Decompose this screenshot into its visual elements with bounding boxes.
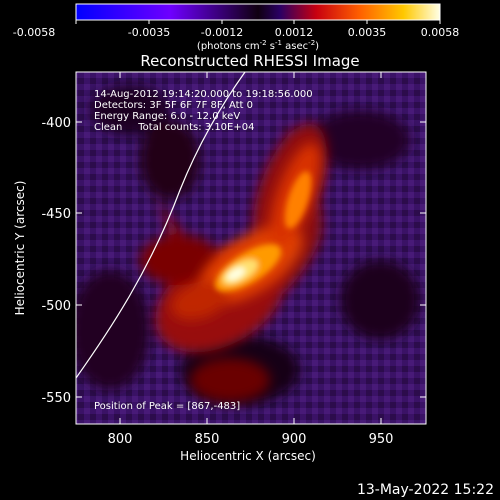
- y-tick-label: -500: [41, 299, 71, 314]
- info-energy-range: Energy Range: 6.0 - 12.0 keV: [94, 111, 240, 122]
- colorbar-tick-label: -0.0035: [128, 26, 170, 39]
- y-tick-label: -550: [41, 391, 71, 406]
- colorbar: -0.0058 -0.0035 -0.0012 0.0012 0.0035 0.…: [13, 3, 460, 52]
- y-tick-label: -400: [41, 116, 71, 131]
- colorbar-tick-label: 0.0058: [421, 26, 460, 39]
- info-time-range: 14-Aug-2012 19:14:20.000 to 19:18:56.000: [94, 89, 313, 100]
- footer-timestamp: 13-May-2022 15:22: [356, 482, 494, 498]
- x-tick-label: 900: [282, 432, 307, 447]
- x-tick-label: 850: [195, 432, 220, 447]
- plot-frame: [75, 71, 427, 425]
- image-map: [76, 72, 426, 424]
- solar-limb-line: [76, 72, 246, 379]
- x-tick-label: 800: [108, 432, 133, 447]
- colorbar-tick-label: 0.0035: [348, 26, 387, 39]
- y-axis-label: Heliocentric Y (arcsec): [13, 181, 27, 316]
- plot-title: Reconstructed RHESSI Image: [140, 52, 360, 70]
- colorbar-tick-label: 0.0012: [275, 26, 314, 39]
- colorbar-tick-label: -0.0058: [13, 26, 55, 39]
- colorbar-unit-label: (photons cm-2 s-1 asec-2): [197, 39, 319, 52]
- colorbar-gradient: [75, 3, 441, 21]
- y-tick-label: -450: [41, 207, 71, 222]
- info-clean-counts: Clean Total counts: 3.10E+04: [94, 122, 254, 133]
- x-axis-label: Heliocentric X (arcsec): [180, 449, 316, 463]
- peak-position-label: Position of Peak = [867,-483]: [94, 401, 240, 412]
- info-detectors: Detectors: 3F 5F 6F 7F 8F, Att 0: [94, 100, 253, 111]
- x-tick-label: 950: [369, 432, 394, 447]
- colorbar-tick-label: -0.0012: [201, 26, 243, 39]
